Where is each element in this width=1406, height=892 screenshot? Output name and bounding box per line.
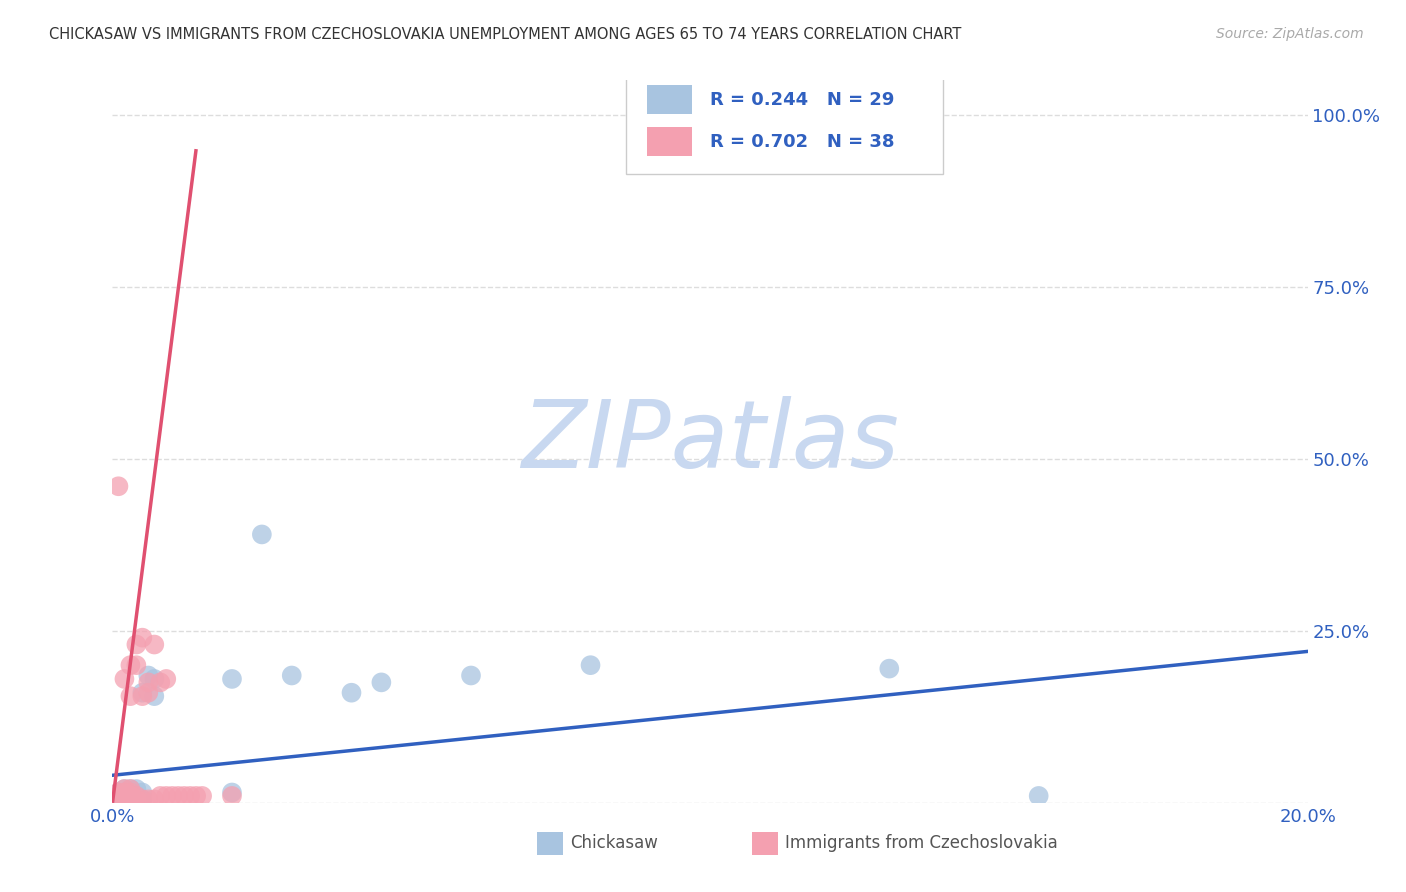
Point bbox=[114, 792, 135, 806]
Point bbox=[143, 672, 166, 686]
Point bbox=[221, 785, 243, 799]
Point bbox=[107, 789, 129, 803]
FancyBboxPatch shape bbox=[627, 70, 943, 174]
Point bbox=[120, 792, 142, 806]
Point bbox=[221, 672, 243, 686]
Point bbox=[125, 658, 148, 673]
Point bbox=[114, 782, 135, 797]
Text: Immigrants from Czechoslovakia: Immigrants from Czechoslovakia bbox=[786, 834, 1059, 852]
Point bbox=[221, 789, 243, 803]
Point bbox=[114, 789, 135, 803]
Point bbox=[120, 658, 142, 673]
Point bbox=[579, 658, 602, 673]
Bar bbox=[537, 831, 562, 855]
Point bbox=[125, 789, 148, 803]
Point bbox=[162, 789, 183, 803]
Bar bbox=[647, 86, 692, 114]
Point bbox=[879, 662, 901, 676]
Text: CHICKASAW VS IMMIGRANTS FROM CZECHOSLOVAKIA UNEMPLOYMENT AMONG AGES 65 TO 74 YEA: CHICKASAW VS IMMIGRANTS FROM CZECHOSLOVA… bbox=[49, 27, 962, 42]
Point bbox=[250, 527, 273, 541]
Point bbox=[131, 689, 153, 703]
Point bbox=[107, 785, 129, 799]
Point bbox=[186, 789, 208, 803]
Point bbox=[120, 785, 142, 799]
Point bbox=[125, 638, 148, 652]
Text: R = 0.244   N = 29: R = 0.244 N = 29 bbox=[710, 91, 894, 109]
Point bbox=[370, 675, 392, 690]
Point bbox=[131, 686, 153, 700]
Point bbox=[340, 686, 363, 700]
Point bbox=[114, 785, 135, 799]
Point bbox=[114, 789, 135, 803]
Point bbox=[167, 789, 190, 803]
Point bbox=[1028, 789, 1050, 803]
Point bbox=[120, 789, 142, 803]
Point bbox=[155, 789, 177, 803]
Point bbox=[107, 789, 129, 803]
Point bbox=[138, 668, 160, 682]
Text: ZIPatlas: ZIPatlas bbox=[522, 396, 898, 487]
Point bbox=[125, 789, 148, 803]
Point bbox=[138, 675, 160, 690]
Point bbox=[143, 638, 166, 652]
Point bbox=[114, 782, 135, 797]
Point bbox=[125, 792, 148, 806]
Point bbox=[120, 789, 142, 803]
Point bbox=[114, 672, 135, 686]
Point bbox=[120, 689, 142, 703]
Point bbox=[120, 782, 142, 797]
Point bbox=[143, 689, 166, 703]
Point bbox=[114, 792, 135, 806]
Point bbox=[107, 792, 129, 806]
Bar bbox=[752, 831, 778, 855]
Point bbox=[138, 686, 160, 700]
Point bbox=[281, 668, 304, 682]
Point bbox=[131, 792, 153, 806]
Point bbox=[460, 668, 482, 682]
Point bbox=[149, 675, 172, 690]
Point bbox=[191, 789, 214, 803]
Point bbox=[120, 785, 142, 799]
Bar bbox=[647, 128, 692, 156]
Point bbox=[120, 782, 142, 797]
Point bbox=[107, 792, 129, 806]
Point bbox=[107, 785, 129, 799]
Point bbox=[107, 479, 129, 493]
Point bbox=[155, 672, 177, 686]
Point bbox=[138, 792, 160, 806]
Point bbox=[179, 789, 201, 803]
Point bbox=[173, 789, 195, 803]
Point bbox=[131, 631, 153, 645]
Text: Source: ZipAtlas.com: Source: ZipAtlas.com bbox=[1216, 27, 1364, 41]
Point bbox=[131, 792, 153, 806]
Point bbox=[125, 792, 148, 806]
Point bbox=[131, 785, 153, 799]
Point bbox=[114, 785, 135, 799]
Point bbox=[125, 782, 148, 797]
Point bbox=[143, 792, 166, 806]
Point bbox=[149, 789, 172, 803]
Text: Chickasaw: Chickasaw bbox=[571, 834, 658, 852]
Text: R = 0.702   N = 38: R = 0.702 N = 38 bbox=[710, 133, 894, 151]
